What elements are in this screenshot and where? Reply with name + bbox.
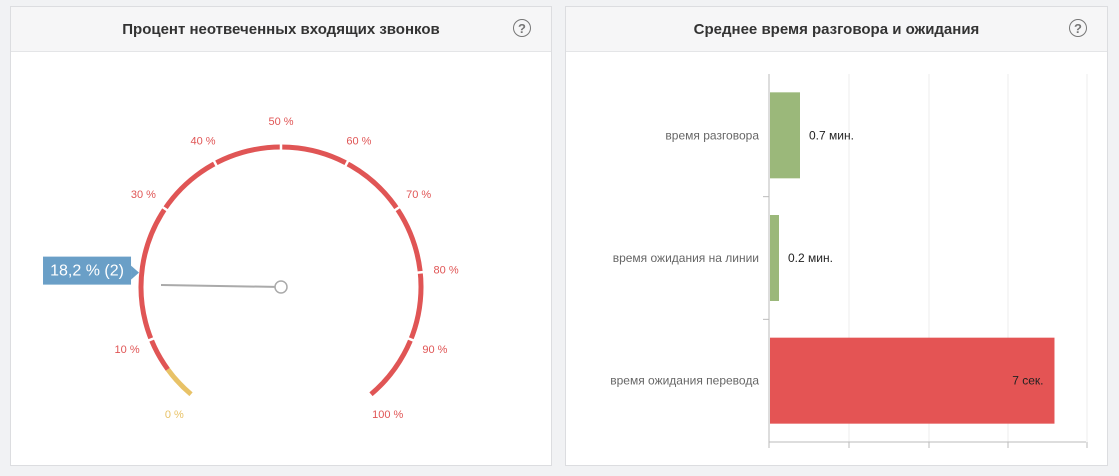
data-label: 0.7 мин. [809,128,854,142]
gauge-tick [147,336,156,343]
gauge-tick-label: 10 % [115,344,140,356]
gauge-tick-label: 80 % [434,265,459,277]
gauge-callout-pointer [131,265,140,280]
gauge-band [138,144,424,397]
gauge-value-label: 18,2 % (2) [50,263,124,280]
category-label: время ожидания перевода [610,374,759,388]
gauge-tick [343,159,350,168]
gauge-tick-label: 90 % [422,344,447,356]
gauge-tick [212,159,219,168]
gauge-chart: 0 % 10 % 30 % 40 % 50 % 60 % 70 % 80 % 90 % 100 %… [43,116,459,421]
avg-talk-wait-time-panel: Среднее время разговора и ожидания ? вре… [565,6,1108,466]
gauge-tick-label: 60 % [346,135,371,147]
gauge-value-callout [43,256,132,285]
category-label: время разговора [665,128,759,142]
bar [770,337,1055,424]
unanswered-calls-panel: Процент неотвеченных входящих звонков ? … [10,6,552,466]
gauge-tick-label: 100 % [372,409,403,421]
question-circle-icon[interactable]: ? [513,19,531,37]
gauge-tick-label: 70 % [406,189,431,201]
question-circle-icon[interactable]: ? [1069,19,1087,37]
panel-title: Среднее время разговора и ожидания [693,20,980,38]
gauge-band [165,367,193,397]
panel-header: Среднее время разговора и ожидания ? [566,7,1107,52]
data-label: 7 сек. [1012,374,1043,388]
gauge-tick [393,205,402,212]
gauge-tick [406,336,415,343]
gauge-needle-pivot [274,280,288,294]
bar-chart: время разговора 0.7 мин. время ожидания на… [610,74,1088,448]
gauge-tick [416,270,425,275]
category-label: время ожидания на линии [613,251,759,265]
data-label: 0.2 мин. [788,251,833,265]
panel-title: Процент неотвеченных входящих звонков [122,20,440,38]
gauge-tick-label: 50 % [268,116,293,128]
bar [770,92,800,179]
gauge-tick-label: 30 % [131,189,156,201]
gauge-tick-label: 40 % [191,135,216,147]
gauge-tick [160,205,169,212]
panel-header: Процент неотвеченных входящих звонков ? [11,7,551,52]
gauge-tick-label: 0 % [165,409,184,421]
bar [770,215,779,301]
gauge-needle [161,283,282,288]
